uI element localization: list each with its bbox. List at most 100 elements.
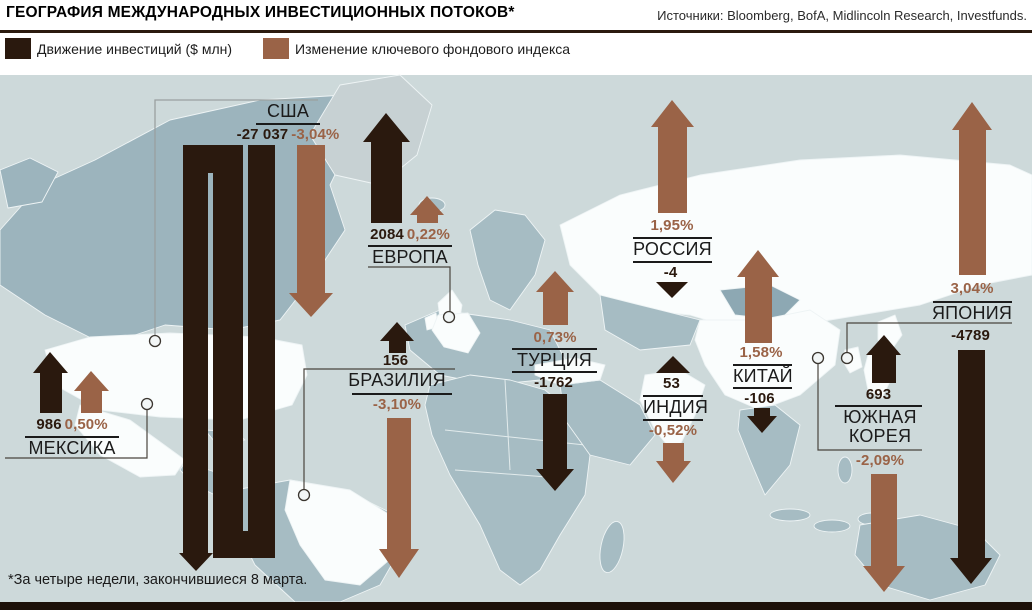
country-label-japan: ЯПОНИЯ [931,303,1013,323]
china-index-arrow-up [737,250,779,343]
korea-flow-value: 693 [865,386,892,403]
usa-flow-value: -27 037 [236,126,289,143]
india-flow-row: 53 [623,375,723,392]
mexico-values: 986 0,50% [14,416,130,433]
page-title: ГЕОГРАФИЯ МЕЖДУНАРОДНЫХ ИНВЕСТИЦИОННЫХ П… [6,4,515,21]
country-label-europe: ЕВРОПА [372,247,448,267]
mexico-flow-value: 986 [36,416,62,433]
mexico-index-value: 0,50% [64,416,108,433]
europe-flow-arrow-up [363,113,410,223]
brazil-connector-line [303,368,455,489]
turkey-flow-value: -1762 [534,374,573,391]
europe-index-arrow-up [410,196,444,223]
land-scandinavia [469,209,546,311]
usa-connector-line [154,99,318,335]
legend-index-label: Изменение ключевого фондового индекса [295,41,571,57]
brazil-index-row: -3,10% [347,396,447,413]
land-indonesia-1 [769,508,811,522]
brazil-index-arrow-down [379,418,419,578]
europe-flow-value: 2084 [370,226,404,243]
europe-values: 2084 0,22% [352,226,468,243]
mexico-index-arrow-up [74,371,109,413]
china-flow-value: -106 [744,390,775,407]
header-rule [0,30,1032,33]
country-label-mexico: МЕКСИКА [28,438,116,458]
japan-flow-value: -4789 [951,327,990,344]
korea-connector-line [817,364,922,451]
mexico-underline [25,436,119,438]
japan-connector-line [846,322,1012,352]
korea-map-marker [811,351,825,365]
korea-topline [835,405,922,407]
country-label-south-korea: ЮЖНАЯ КОРЕЯ [843,407,917,446]
russia-index-value: 1,95% [650,217,694,234]
brazil-underline [352,393,452,395]
usa-map-marker [148,334,162,348]
russia-index-row: 1,95% [622,217,722,234]
china-flow-arrow-down [747,408,777,433]
turkey-flow-arrow-down [536,394,574,491]
land-se-asia [737,404,801,496]
china-flow-row: -106 [711,390,811,407]
japan-topline [933,301,1012,303]
legend-index-swatch [263,38,289,59]
japan-index-arrow-up [952,102,992,275]
sources-line: Источники: Bloomberg, BofA, Midlincoln R… [657,8,1027,23]
legend-flow-label: Движение инвестиций ($ млн) [37,41,233,57]
india-flow-value: 53 [663,375,680,392]
brazil-flow-arrow-up [380,322,414,353]
bottom-bar [0,602,1032,610]
japan-map-marker [840,351,854,365]
russia-flow-row: -4 [622,264,722,281]
country-label-brazil: БРАЗИЛИЯ [348,370,446,390]
china-underline [733,387,792,389]
mexico-map-marker [140,397,154,411]
mexico-flow-arrow-up [33,352,68,413]
brazil-index-value: -3,10% [372,396,422,413]
brazil-flow-value: 156 [382,352,409,369]
korea-index-row: -2,09% [828,452,932,469]
india-index-value: -0,52% [648,422,698,439]
turkey-flow-row: -1762 [505,374,605,391]
japan-index-row: 3,04% [922,280,1022,297]
land-philippines [837,456,853,484]
japan-flow-arrow-down [950,350,992,584]
country-label-russia: РОССИЯ [633,239,712,259]
japan-index-value: 3,04% [950,280,994,297]
europe-index-value: 0,22% [406,226,450,243]
country-label-china: КИТАЙ [733,366,793,386]
country-label-turkey: ТУРЦИЯ [517,350,592,370]
india-topline [643,395,703,397]
turkey-index-row: 0,73% [505,329,605,346]
turkey-index-arrow-up [536,271,574,325]
country-label-india: ИНДИЯ [643,397,709,417]
china-index-row: 1,58% [711,344,811,361]
mexico-connector-line [5,410,148,459]
land-france [431,312,481,354]
land-china [694,309,841,411]
korea-index-arrow-down [863,474,905,592]
usa-flow-arrow-down [179,145,275,571]
russia-topline [633,237,712,239]
india-index-row: -0,52% [623,422,723,439]
korea-index-value: -2,09% [855,452,905,469]
brazil-flow-row: 156 [347,352,447,369]
land-alaska [0,157,59,209]
korea-flow-arrow-up [866,335,901,383]
europe-connector-line [368,266,451,311]
usa-underline [256,123,320,125]
india-underline [643,419,703,421]
land-middle-east [559,379,656,466]
japan-flow-row: -4789 [922,327,1022,344]
land-central-asia [599,294,701,351]
russia-underline [633,261,712,263]
land-madagascar [599,521,625,573]
legend-flow-swatch [5,38,31,59]
korea-flow-row: 693 [828,386,932,403]
country-label-usa: США [266,101,310,121]
brazil-map-marker [297,488,311,502]
china-topline [733,364,792,366]
russia-index-arrow-up [651,100,694,213]
